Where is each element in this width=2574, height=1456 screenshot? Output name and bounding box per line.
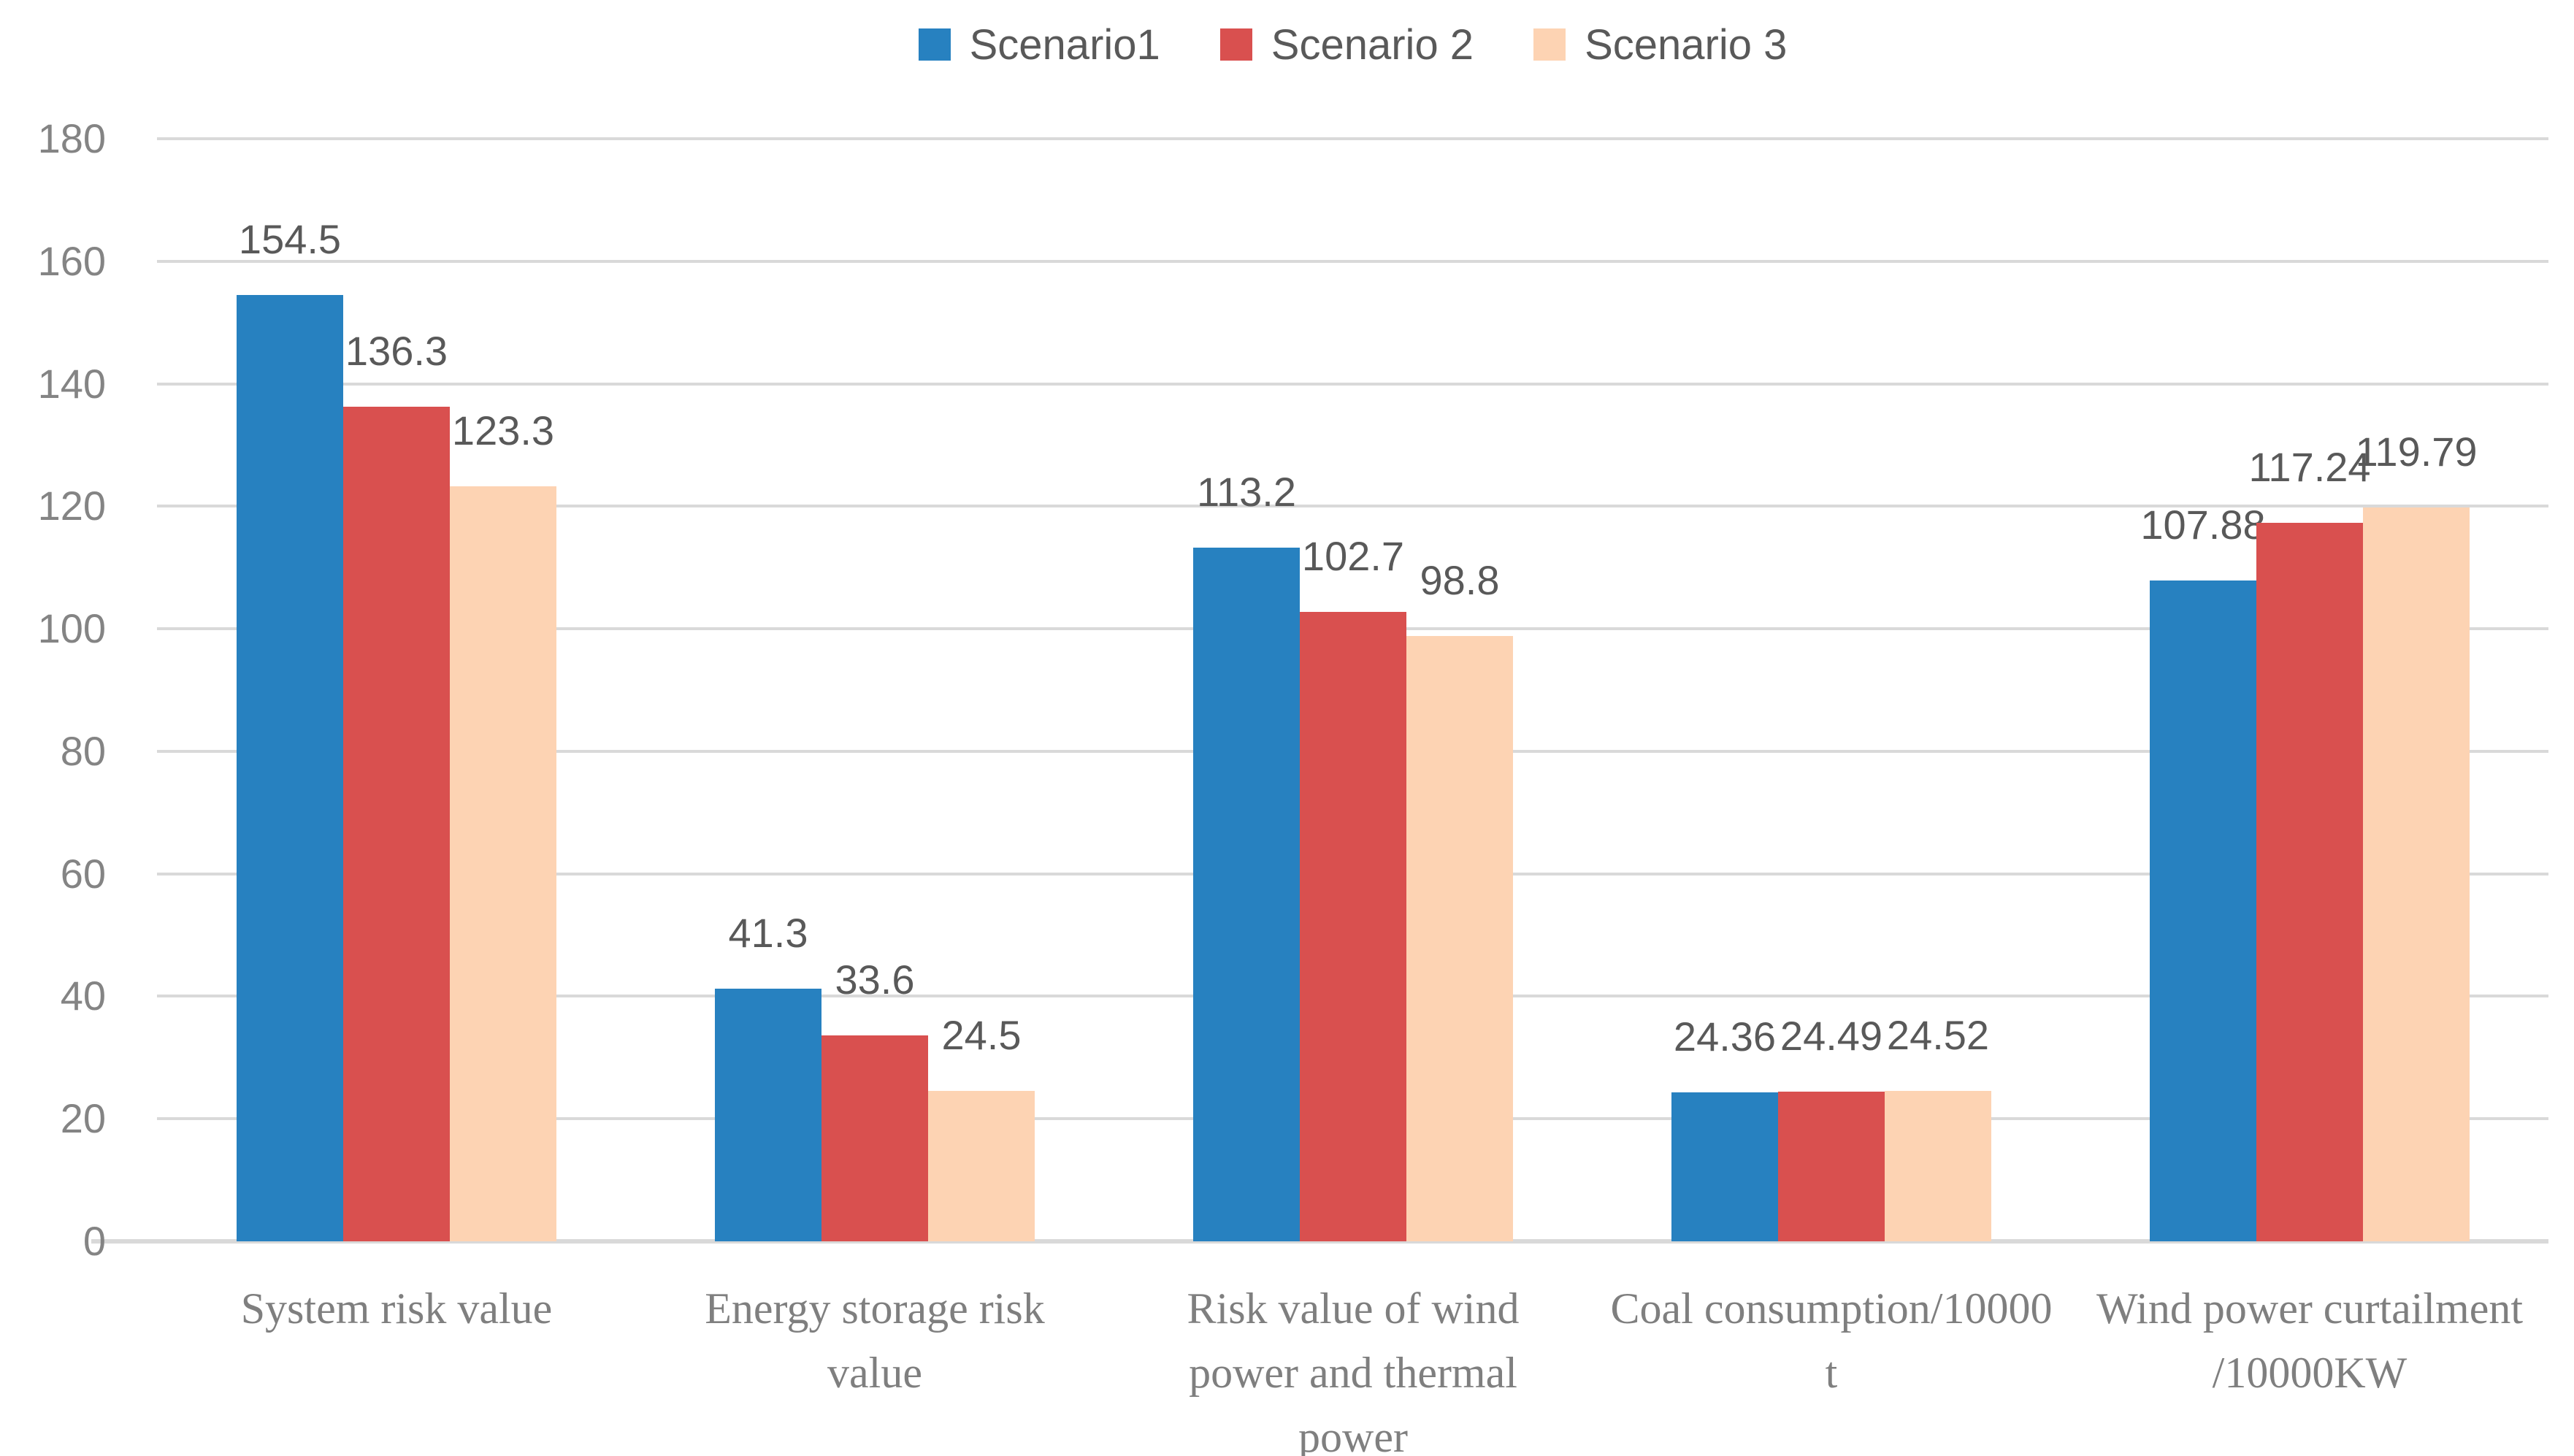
bar-value-label: 24.52 [1886,1012,1990,1058]
bar-scenario1-cat1 [237,295,343,1241]
legend-swatch-icon [1219,28,1252,61]
y-axis-tick-label: 40 [60,973,106,1019]
bar-scenario1-cat5 [2150,581,2256,1241]
bar-value-label: 117.24 [2248,444,2371,490]
bar-value-label: 24.36 [1673,1014,1777,1060]
bar-value-label: 33.6 [835,957,915,1003]
bar-value-label: 123.3 [451,407,555,453]
bar-value-label: 136.3 [345,328,448,374]
legend-swatch-icon [918,28,951,61]
y-axis-tick-label: 20 [60,1095,106,1142]
gridline [157,259,2548,263]
bar-value-label: 119.79 [2355,429,2478,475]
x-axis-category-label: Energy storage risk value [705,1284,1045,1397]
y-axis-tick-label: 100 [37,605,106,652]
bar-scenario2-cat2 [821,1035,928,1241]
x-axis-line [91,1239,2548,1244]
y-axis-tick-label: 80 [60,727,106,774]
bar-value-label: 24.5 [941,1012,1022,1058]
y-axis-tick-label: 140 [37,360,106,407]
legend-item-3: Scenario 3 [1533,20,1787,69]
legend-label: Scenario 3 [1585,20,1788,69]
chart-legend: Scenario1 Scenario 2 Scenario 3 [157,19,2548,70]
gridline [157,382,2548,386]
bar-value-label: 41.3 [728,910,808,956]
bar-scenario2-cat5 [2256,523,2363,1241]
bar-scenario3-cat2 [928,1091,1035,1241]
bar-value-label: 102.7 [1301,533,1405,579]
y-axis-tick-label: 120 [37,483,106,529]
bar-value-label: 113.2 [1197,469,1296,515]
x-axis-category-label: System risk value [240,1284,553,1333]
y-axis-tick-label: 60 [60,850,106,897]
bar-scenario2-cat1 [343,407,450,1241]
bar-value-label: 98.8 [1420,557,1500,603]
legend-item-1: Scenario1 [918,20,1160,69]
gridline [157,137,2548,140]
legend-item-2: Scenario 2 [1219,20,1474,69]
x-axis-category-label: Risk value of wind power and thermal pow… [1187,1284,1520,1456]
bar-scenario3-cat4 [1885,1091,1991,1241]
y-axis-tick-label: 0 [83,1218,106,1264]
bar-scenario1-cat3 [1193,548,1300,1241]
bar-scenario2-cat3 [1300,612,1406,1241]
bar-scenario2-cat4 [1778,1092,1885,1241]
y-axis-tick-label: 160 [37,237,106,284]
bar-value-label: 154.5 [238,216,342,262]
gridline [157,505,2548,508]
bar-value-label: 24.49 [1780,1013,1883,1059]
legend-label: Scenario 2 [1271,20,1474,69]
legend-label: Scenario1 [969,20,1160,69]
bar-scenario3-cat3 [1406,636,1513,1241]
y-axis-tick-label: 180 [37,115,106,161]
bar-scenario1-cat2 [715,989,821,1241]
bar-value-label: 107.88 [2140,502,2266,548]
bar-scenario3-cat1 [450,486,556,1241]
bar-scenario1-cat4 [1671,1092,1778,1241]
x-axis-category-label: Wind power curtailment /10000KW [2096,1284,2524,1397]
x-axis-category-label: Coal consumption/10000 t [1610,1284,2053,1397]
bar-scenario3-cat5 [2363,507,2470,1241]
legend-swatch-icon [1533,28,1566,61]
